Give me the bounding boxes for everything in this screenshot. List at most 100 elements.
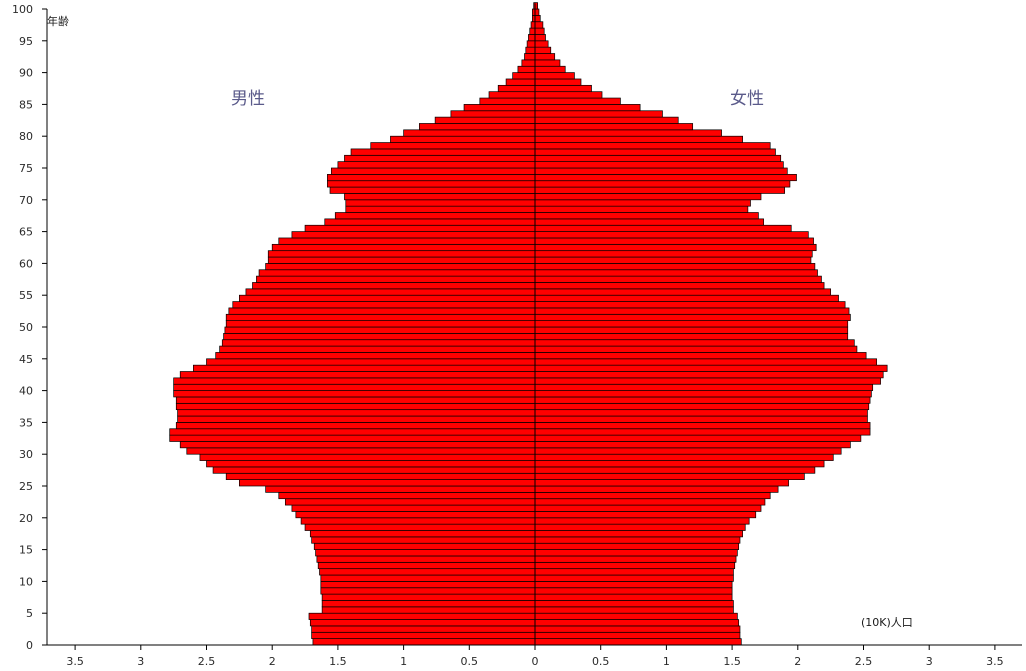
x-axis-ticks: 3.5 3 2.5 2 1.5 1 0.5 0 0.5 1 1.5 2 2.5 3 3.5 — [66, 645, 1004, 668]
male-bar — [206, 460, 536, 468]
male-bar — [304, 523, 536, 531]
female-bar — [534, 46, 552, 54]
female-bar — [534, 250, 813, 258]
male-bar — [304, 224, 536, 232]
male-bar — [309, 619, 536, 627]
male-bar — [321, 600, 536, 608]
y-tick-label: 15 — [19, 544, 33, 557]
male-bar — [206, 358, 536, 366]
female-bar — [534, 339, 855, 347]
female-bar — [534, 104, 641, 112]
x-tick-label: 1.5 — [329, 655, 347, 668]
male-bar — [223, 333, 536, 341]
female-bar — [534, 199, 751, 207]
female-bar — [534, 587, 733, 595]
x-tick-label: 1.5 — [723, 655, 741, 668]
x-tick-label: 2.5 — [198, 655, 216, 668]
x-tick-label: 2 — [269, 655, 276, 668]
female-series-label: 女性 — [730, 89, 764, 109]
male-bar — [245, 288, 536, 296]
male-bar — [221, 339, 536, 347]
female-bar — [534, 479, 789, 487]
female-bar — [534, 72, 575, 80]
female-bar — [534, 466, 816, 474]
male-bar — [344, 193, 536, 201]
male-bar — [345, 199, 536, 207]
male-bar — [258, 269, 536, 277]
female-bar — [534, 174, 797, 182]
male-bar — [312, 638, 536, 646]
female-bar — [534, 263, 816, 271]
male-bar — [175, 422, 536, 430]
female-bar — [534, 383, 874, 391]
x-tick-label: 0.5 — [592, 655, 610, 668]
female-bar — [534, 555, 737, 563]
male-bar — [199, 453, 536, 461]
female-bar — [534, 638, 742, 646]
x-tick-label: 2.5 — [855, 655, 873, 668]
male-bar — [337, 161, 536, 169]
male-bar — [265, 263, 536, 271]
female-bar — [534, 148, 776, 156]
female-bar — [534, 129, 722, 137]
male-bar — [239, 294, 536, 302]
female-bar — [534, 40, 549, 48]
male-bar — [334, 212, 536, 220]
male-bar — [403, 129, 536, 137]
y-tick-label: 95 — [19, 35, 33, 48]
male-bar — [517, 65, 536, 73]
female-bar — [534, 142, 771, 150]
male-bar — [252, 282, 536, 290]
female-bar — [534, 612, 738, 620]
male-bar — [521, 59, 536, 67]
female-bar — [534, 84, 592, 93]
male-bar — [175, 402, 536, 411]
female-bar — [534, 606, 734, 614]
female-bar — [534, 167, 788, 175]
male-bar — [256, 275, 536, 283]
male-bars — [169, 2, 536, 646]
female-bar — [534, 631, 741, 639]
female-bar — [534, 180, 791, 188]
female-bar — [534, 422, 871, 430]
y-tick-label: 5 — [26, 607, 33, 620]
male-bar — [419, 123, 536, 131]
male-bar — [319, 568, 536, 576]
male-bar — [350, 148, 536, 156]
female-bar — [534, 377, 881, 385]
female-bar — [534, 8, 540, 16]
y-tick-label: 65 — [19, 226, 33, 239]
male-bar — [330, 167, 536, 175]
female-bar — [534, 523, 746, 531]
male-bar — [169, 428, 536, 436]
female-bar — [534, 428, 871, 436]
female-bar — [534, 53, 556, 61]
female-bar — [534, 453, 834, 461]
female-bar — [534, 27, 545, 35]
x-tick-label: 1 — [663, 655, 670, 668]
male-bar — [316, 555, 536, 563]
x-tick-label: 1 — [400, 655, 407, 668]
male-bar — [512, 72, 536, 80]
male-bar — [463, 104, 536, 112]
female-bar — [534, 371, 884, 379]
male-bar — [479, 97, 536, 105]
male-bar — [228, 307, 536, 315]
female-bar — [534, 402, 870, 411]
male-bar — [308, 612, 536, 620]
male-bar — [344, 154, 536, 162]
female-bar — [534, 218, 764, 226]
y-tick-label: 75 — [19, 162, 33, 175]
male-bar — [450, 110, 536, 118]
male-bar — [315, 549, 536, 557]
male-bar — [313, 542, 536, 550]
female-bar — [534, 123, 694, 131]
male-bar — [267, 256, 536, 264]
male-bar — [320, 574, 536, 582]
y-axis-ticks: 0 5 10 15 20 25 30 35 40 45 50 55 60 65 70 75 80 85 90 95 10… — [12, 3, 47, 652]
male-bar — [225, 472, 536, 480]
male-bar — [177, 409, 536, 417]
y-tick-label: 60 — [19, 257, 33, 270]
female-bar — [534, 91, 603, 99]
male-bar — [320, 587, 536, 595]
